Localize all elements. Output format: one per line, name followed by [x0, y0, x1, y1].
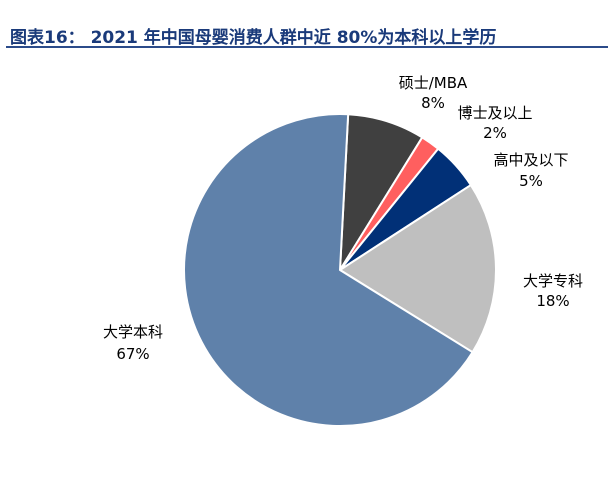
- slice-label-college: 大学专科: [523, 272, 583, 290]
- pie-slices: [183, 113, 497, 427]
- slice-value-college: 18%: [536, 292, 569, 310]
- slice-label-doctor: 博士及以上: [457, 104, 532, 122]
- slice-value-bachelor: 67%: [116, 345, 149, 363]
- chart-header: 图表16： 2021 年中国母婴消费人群中近 80%为本科以上学历: [0, 0, 614, 50]
- slice-value-doctor: 2%: [483, 124, 507, 142]
- slice-value-highschool: 5%: [519, 172, 543, 190]
- slice-label-highschool: 高中及以下: [493, 151, 568, 169]
- title-divider: [6, 46, 608, 48]
- slice-label-master: 硕士/MBA: [399, 74, 468, 92]
- pie-slice-college: [339, 184, 497, 354]
- slice-labels: 硕士/MBA 8% 博士及以上 2% 高中及以下 5% 大学专科 18% 大学本…: [103, 74, 583, 363]
- pie-slice-bachelor: [183, 113, 474, 427]
- slice-label-bachelor: 大学本科: [103, 323, 163, 341]
- chart-title: 图表16： 2021 年中国母婴消费人群中近 80%为本科以上学历: [10, 28, 497, 48]
- slice-value-master: 8%: [421, 94, 445, 112]
